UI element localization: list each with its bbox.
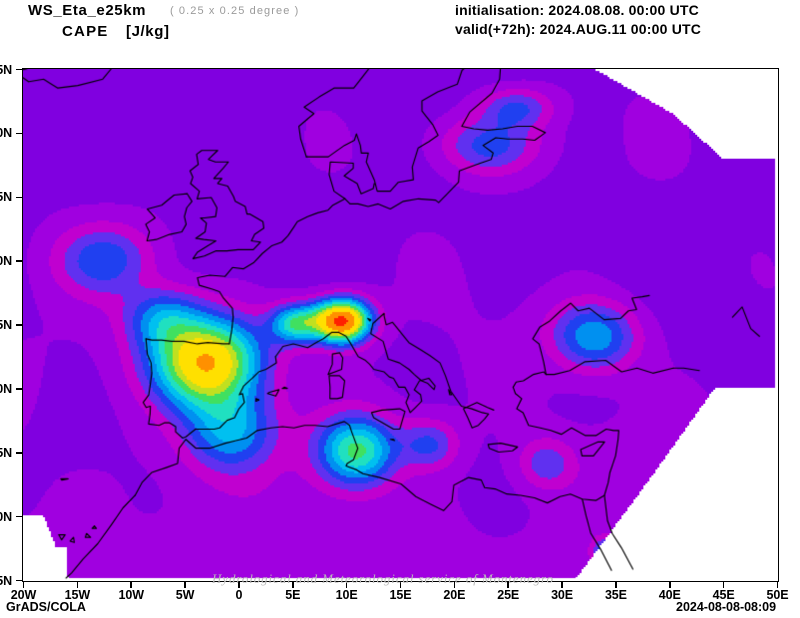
y-axis-tick — [16, 388, 22, 390]
y-axis-tick — [16, 132, 22, 135]
x-axis-label: 20E — [443, 588, 466, 602]
x-axis-tick — [399, 582, 402, 588]
x-axis-label: 5E — [285, 588, 301, 602]
y-axis-label: 35N — [0, 445, 12, 460]
x-axis-label: 15E — [389, 588, 412, 602]
model-name-label: WS_Eta_e25km — [28, 2, 147, 19]
x-axis-tick — [130, 582, 132, 588]
y-axis-label: 50N — [0, 254, 12, 269]
y-axis-tick — [16, 196, 22, 198]
x-axis-label: 5W — [175, 588, 195, 602]
x-axis-tick — [76, 582, 79, 588]
variable-name-label: CAPE — [62, 23, 109, 40]
x-axis-label: 10W — [118, 588, 145, 602]
y-axis-label: 65N — [0, 62, 12, 77]
x-axis-tick — [292, 582, 294, 588]
x-axis-label: 40E — [658, 588, 681, 602]
y-axis-tick — [16, 452, 22, 454]
y-axis-label: 25N — [0, 573, 12, 588]
variable-units-label: [J/kg] — [126, 23, 170, 40]
y-axis-label: 45N — [0, 318, 12, 332]
x-axis-tick — [561, 582, 563, 588]
x-axis-tick — [722, 582, 725, 588]
model-resolution-label: ( 0.25 x 0.25 degree ) — [170, 5, 300, 17]
x-axis-tick — [184, 582, 186, 588]
y-axis-label: 55N — [0, 190, 12, 205]
x-axis-tick — [615, 582, 617, 588]
map-plot-area — [22, 68, 779, 582]
x-axis-tick — [345, 582, 348, 588]
x-axis-label: 20W — [10, 588, 37, 602]
y-axis-label: 60N — [0, 126, 12, 141]
x-axis-label: 45E — [712, 588, 735, 602]
x-axis-tick — [669, 582, 671, 588]
x-axis-label: 35E — [604, 588, 627, 602]
valid-time-label: valid(+72h): 2024.AUG.11 00:00 UTC — [455, 21, 702, 37]
y-axis-tick — [16, 260, 22, 262]
x-axis-label: 30E — [551, 588, 574, 602]
x-axis-tick — [507, 582, 509, 588]
render-timestamp-label: 2024-08-08-08:09 — [676, 600, 777, 614]
y-axis-tick — [16, 68, 22, 71]
x-axis-tick — [22, 582, 25, 588]
x-axis-label: 0 — [235, 588, 243, 602]
y-axis-tick — [16, 515, 22, 518]
initialisation-label: initialisation: 2024.08.08. 00:00 UTC — [455, 2, 699, 18]
cape-heatmap-canvas — [23, 69, 778, 581]
x-axis-tick — [776, 582, 779, 588]
x-axis-tick — [453, 582, 456, 588]
x-axis-label: 50E — [766, 588, 789, 602]
x-axis-label: 10E — [335, 588, 358, 602]
y-axis-label: 30N — [0, 509, 12, 524]
x-axis-label: 15W — [64, 588, 91, 602]
grads-credit-label: GrADS/COLA — [6, 600, 86, 614]
y-axis-tick — [16, 579, 22, 582]
y-axis-label: 40N — [0, 381, 12, 396]
x-axis-tick — [238, 582, 240, 588]
x-axis-label: 25E — [497, 588, 520, 602]
y-axis-tick — [16, 324, 22, 326]
